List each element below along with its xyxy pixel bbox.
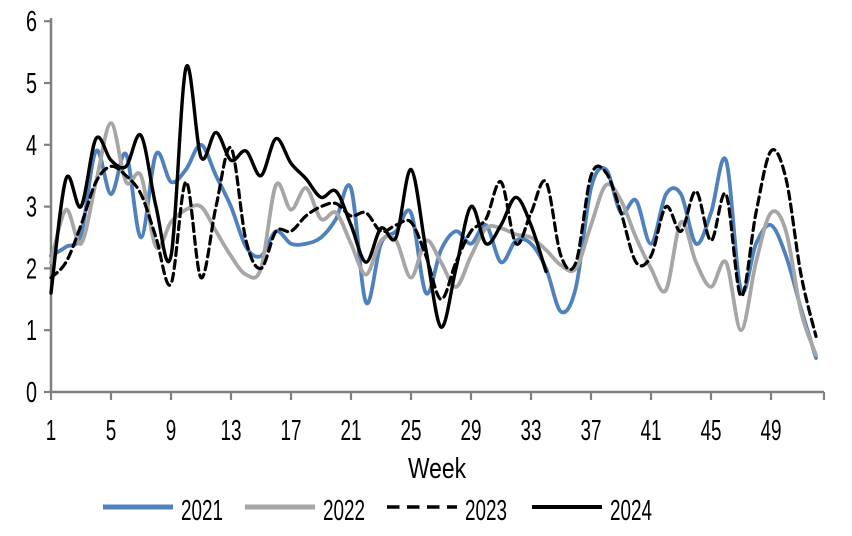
- x-tick-label: 5: [106, 415, 117, 447]
- x-tick-label: 25: [401, 415, 422, 447]
- legend-label-2021: 2021: [181, 495, 223, 527]
- legend-label-2023: 2023: [465, 495, 507, 527]
- series-line-2023[interactable]: [49, 146, 818, 338]
- y-tick-label: 0: [26, 377, 37, 409]
- y-tick-label: 2: [26, 253, 37, 285]
- x-tick-label: 37: [581, 415, 602, 447]
- x-tick-label: 13: [221, 415, 242, 447]
- legend-label-2022: 2022: [323, 495, 365, 527]
- x-tick-label: 29: [461, 415, 482, 447]
- series-layer: [49, 63, 818, 360]
- x-tick-label: 17: [281, 415, 302, 447]
- x-tick-label: 9: [166, 415, 177, 447]
- legend: 2021 2022 2023 2024: [103, 495, 652, 527]
- y-tick-label: 4: [26, 130, 37, 162]
- y-tick-label: 1: [26, 315, 37, 347]
- series-line-2024[interactable]: [49, 63, 548, 329]
- x-tick-label: 1: [46, 415, 57, 447]
- x-axis-title: Week: [408, 453, 466, 485]
- y-tick-label: 6: [26, 6, 37, 38]
- y-tick-label: 5: [26, 68, 37, 100]
- legend-item-2024[interactable]: 2024: [532, 495, 652, 527]
- legend-item-2022[interactable]: 2022: [245, 495, 365, 527]
- x-tick-label: 49: [761, 415, 782, 447]
- legend-item-2023[interactable]: 2023: [387, 495, 507, 527]
- legend-item-2021[interactable]: 2021: [103, 495, 223, 527]
- legend-label-2024: 2024: [610, 495, 652, 527]
- x-tick-label: 45: [701, 415, 722, 447]
- x-tick-label: 33: [521, 415, 542, 447]
- x-tick-label: 21: [341, 415, 362, 447]
- y-tick-label: 3: [26, 192, 37, 224]
- x-tick-label: 41: [641, 415, 662, 447]
